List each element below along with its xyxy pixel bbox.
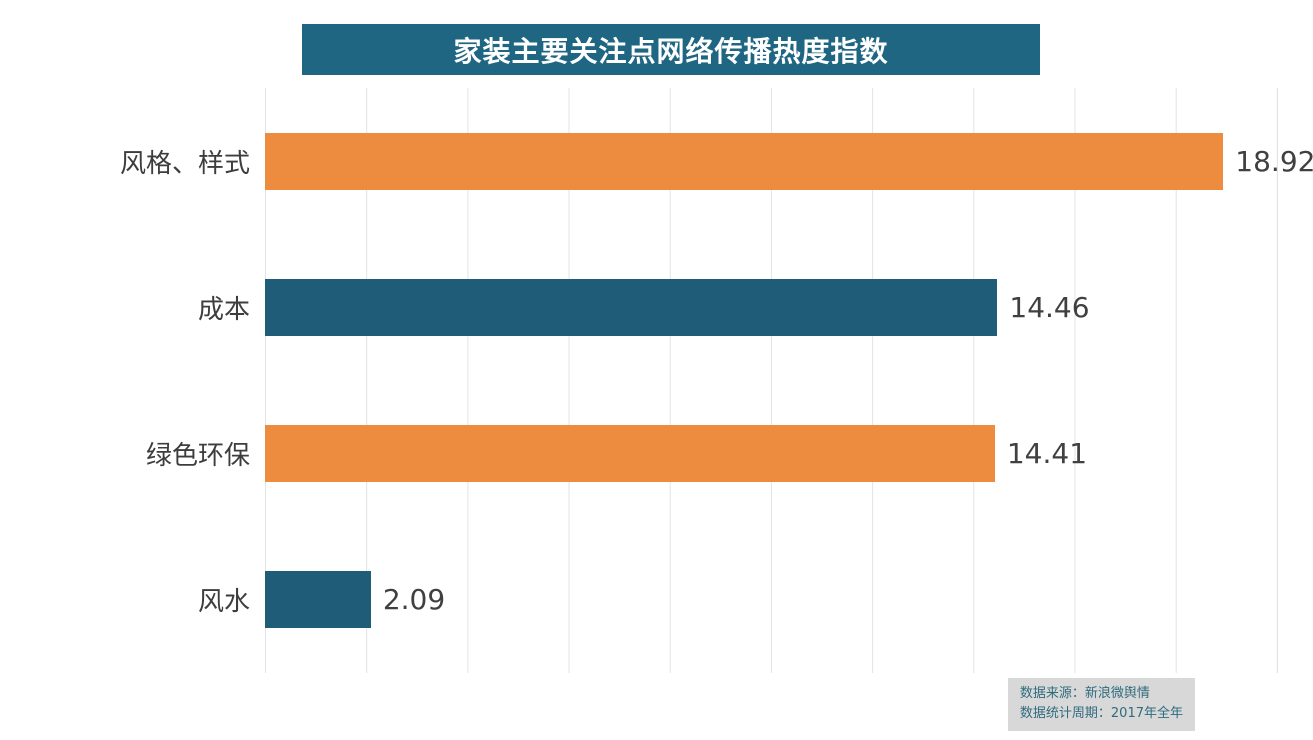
bar-row: 2.09 bbox=[265, 527, 1278, 673]
chart-title: 家装主要关注点网络传播热度指数 bbox=[302, 24, 1040, 75]
bar bbox=[265, 571, 371, 629]
value-label: 18.92 bbox=[1235, 144, 1313, 178]
bar bbox=[265, 278, 998, 336]
source-line1: 数据来源：新浪微舆情 bbox=[1019, 685, 1150, 701]
source-line2: 数据统计周期：2017年全年 bbox=[1019, 705, 1183, 721]
bar bbox=[265, 132, 1224, 190]
bar-row: 14.41 bbox=[265, 381, 1278, 527]
category-label: 绿色环保 bbox=[145, 441, 250, 472]
value-label: 2.09 bbox=[382, 583, 446, 617]
category-labels: 风格、样式成本绿色环保风水 bbox=[0, 88, 250, 673]
category-label: 成本 bbox=[197, 294, 250, 325]
value-label: 14.46 bbox=[1009, 290, 1090, 324]
plot-area: 18.92 14.46 14.41 2.09 bbox=[265, 88, 1313, 673]
category-label: 风格、样式 bbox=[119, 148, 250, 179]
category-label: 风水 bbox=[197, 587, 250, 618]
bar-rows: 18.92 14.46 14.41 2.09 bbox=[265, 88, 1313, 673]
bar-row: 18.92 bbox=[265, 88, 1313, 234]
source-note: 数据来源：新浪微舆情 数据统计周期：2017年全年 bbox=[1007, 677, 1195, 731]
bar-row: 14.46 bbox=[265, 234, 1278, 380]
value-label: 14.41 bbox=[1006, 437, 1088, 471]
bar bbox=[265, 425, 995, 483]
